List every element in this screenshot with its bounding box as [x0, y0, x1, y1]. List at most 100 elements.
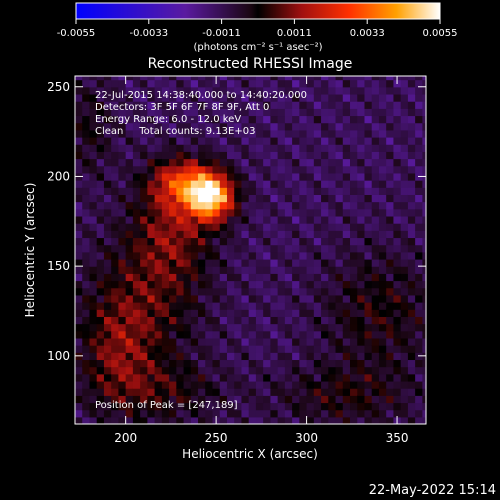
- heatmap-cell: [183, 208, 192, 217]
- heatmap-cell: [241, 323, 250, 332]
- heatmap-cell: [400, 201, 409, 210]
- heatmap-cell: [342, 251, 351, 260]
- heatmap-cell: [183, 101, 192, 109]
- heatmap-cell: [248, 280, 257, 289]
- heatmap-cell: [241, 416, 250, 424]
- heatmap-cell: [103, 93, 112, 102]
- heatmap-cell: [263, 337, 272, 346]
- heatmap-cell: [140, 337, 148, 346]
- heatmap-cell: [226, 409, 235, 418]
- heatmap-cell: [125, 402, 134, 411]
- heatmap-cell: [328, 380, 337, 389]
- heatmap-cell: [263, 373, 272, 382]
- heatmap-cell: [161, 93, 170, 102]
- heatmap-cell: [190, 101, 199, 109]
- heatmap-cell: [321, 129, 329, 138]
- heatmap-cell: [212, 237, 221, 246]
- heatmap-cell: [407, 201, 416, 210]
- heatmap-cell: [89, 122, 98, 131]
- heatmap-cell: [371, 237, 380, 246]
- heatmap-cell: [248, 208, 257, 217]
- heatmap-cell: [292, 129, 300, 138]
- heatmap-cell: [335, 172, 344, 181]
- heatmap-cell: [205, 122, 214, 131]
- heatmap-cell: [241, 79, 250, 88]
- heatmap-cell: [415, 251, 423, 260]
- heatmap-cell: [111, 172, 120, 181]
- heatmap-cell: [400, 258, 409, 267]
- heatmap-cell: [407, 302, 416, 310]
- heatmap-cell: [270, 409, 279, 418]
- heatmap-cell: [205, 316, 214, 325]
- heatmap-cell: [161, 402, 170, 411]
- heatmap-cell: [342, 395, 351, 404]
- heatmap-cell: [198, 388, 206, 396]
- heatmap-cell: [357, 416, 366, 424]
- heatmap-cell: [364, 230, 373, 239]
- heatmap-cell: [284, 115, 293, 124]
- heatmap-cell: [255, 316, 264, 325]
- heatmap-cell: [147, 215, 156, 224]
- heatmap-cell: [393, 144, 402, 152]
- heatmap-cell: [400, 76, 409, 81]
- heatmap-cell: [176, 366, 185, 375]
- heatmap-cell: [198, 144, 206, 152]
- heatmap-cell: [241, 294, 250, 303]
- heatmap-cell: [96, 172, 105, 181]
- heatmap-cell: [169, 180, 177, 188]
- heatmap-cell: [82, 144, 91, 152]
- heatmap-cell: [125, 101, 134, 109]
- heatmap-cell: [306, 302, 315, 310]
- heatmap-cell: [292, 359, 300, 368]
- heatmap-cell: [364, 180, 373, 188]
- heatmap-cell: [75, 316, 83, 325]
- heatmap-cell: [350, 280, 358, 289]
- heatmap-cell: [313, 136, 322, 145]
- heatmap-cell: [118, 101, 127, 109]
- heatmap-cell: [89, 129, 98, 138]
- heatmap-cell: [190, 337, 199, 346]
- heatmap-cell: [342, 237, 351, 246]
- heatmap-cell: [219, 237, 228, 246]
- heatmap-cell: [270, 215, 279, 224]
- heatmap-cell: [321, 208, 329, 217]
- heatmap-cell: [82, 373, 91, 382]
- heatmap-cell: [364, 172, 373, 181]
- heatmap-cell: [198, 158, 206, 167]
- heatmap-cell: [111, 280, 120, 289]
- heatmap-cell: [277, 280, 286, 289]
- heatmap-cell: [255, 194, 264, 203]
- heatmap-cell: [82, 172, 91, 181]
- heatmap-cell: [263, 302, 272, 310]
- heatmap-cell: [183, 187, 192, 195]
- heatmap-cell: [335, 352, 344, 361]
- heatmap-cell: [415, 129, 423, 138]
- heatmap-cell: [378, 409, 387, 418]
- heatmap-cell: [82, 402, 91, 411]
- heatmap-cell: [161, 136, 170, 145]
- heatmap-cell: [371, 337, 380, 346]
- heatmap-cell: [321, 144, 329, 152]
- heatmap-cell: [241, 409, 250, 418]
- heatmap-cell: [89, 359, 98, 368]
- heatmap-cell: [378, 237, 387, 246]
- heatmap-cell: [226, 172, 235, 181]
- annotation-clean: Clean Total counts: 9.13E+03: [95, 126, 255, 137]
- heatmap-cell: [415, 108, 423, 117]
- heatmap-cell: [357, 409, 366, 418]
- heatmap-cell: [342, 230, 351, 239]
- heatmap-cell: [284, 287, 293, 296]
- heatmap-cell: [176, 345, 185, 353]
- heatmap-cell: [234, 273, 243, 282]
- heatmap-cell: [270, 136, 279, 145]
- heatmap-cell: [306, 337, 315, 346]
- heatmap-cell: [198, 395, 206, 404]
- heatmap-cell: [328, 345, 337, 353]
- heatmap-cell: [342, 122, 351, 131]
- heatmap-cell: [364, 136, 373, 145]
- heatmap-cell: [277, 215, 286, 224]
- heatmap-cell: [111, 273, 120, 282]
- heatmap-cell: [205, 266, 214, 274]
- heatmap-cell: [234, 244, 243, 253]
- heatmap-cell: [328, 215, 337, 224]
